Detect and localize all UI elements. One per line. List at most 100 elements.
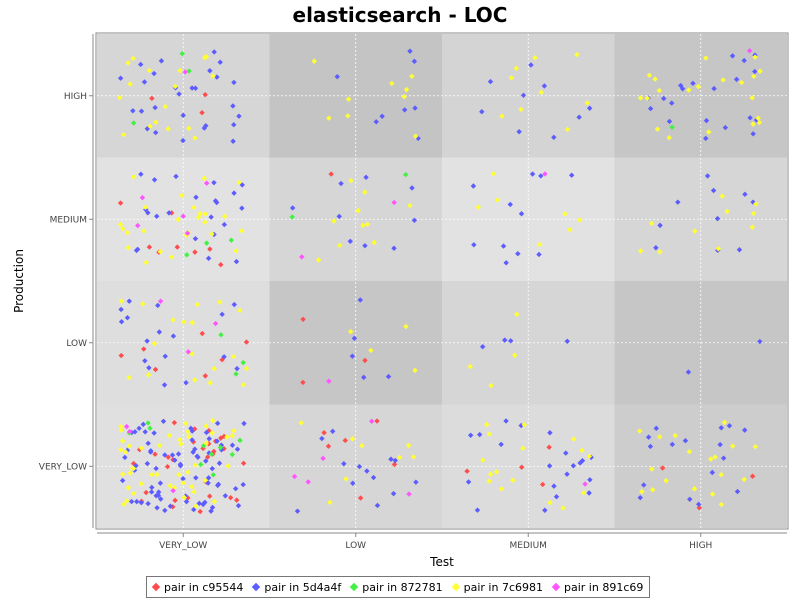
- point-pair-in-7c6981: [407, 202, 413, 209]
- point-pair-in-891c69: [185, 349, 192, 355]
- point-pair-in-5d4a4f: [647, 443, 654, 450]
- point-pair-in-7c6981: [224, 434, 230, 440]
- point-pair-in-5d4a4f: [162, 507, 168, 514]
- point-pair-in-5d4a4f: [364, 468, 370, 474]
- point-pair-in-7c6981: [652, 76, 658, 82]
- point-pair-in-5d4a4f: [362, 242, 368, 249]
- point-pair-in-5d4a4f: [390, 490, 397, 497]
- point-pair-in-5d4a4f: [576, 114, 582, 120]
- point-pair-in-5d4a4f: [718, 425, 724, 431]
- point-pair-in-7c6981: [331, 218, 337, 224]
- point-pair-in-7c6981: [237, 307, 243, 314]
- point-pair-in-5d4a4f: [714, 215, 721, 222]
- point-pair-in-7c6981: [298, 420, 304, 426]
- point-pair-in-5d4a4f: [568, 172, 575, 178]
- point-pair-in-5d4a4f: [153, 465, 159, 472]
- point-pair-in-7c6981: [225, 463, 231, 469]
- point-pair-in-7c6981: [644, 95, 651, 101]
- point-pair-in-5d4a4f: [637, 494, 643, 501]
- point-pair-in-891c69: [291, 473, 298, 480]
- point-pair-in-5d4a4f: [498, 441, 504, 448]
- point-pair-in-7c6981: [118, 298, 125, 304]
- point-pair-in-7c6981: [210, 417, 216, 424]
- point-pair-in-c95544: [540, 481, 546, 488]
- point-pair-in-7c6981: [125, 60, 131, 66]
- point-pair-in-5d4a4f: [205, 475, 212, 481]
- point-pair-in-7c6981: [130, 174, 137, 180]
- point-pair-in-5d4a4f: [685, 369, 692, 375]
- point-pair-in-5d4a4f: [191, 506, 197, 513]
- point-pair-in-c95544: [143, 489, 149, 496]
- y-axis: VERY_LOW LOW MEDIUM HIGH: [39, 34, 94, 528]
- point-pair-in-c95544: [141, 346, 147, 352]
- point-pair-in-7c6981: [405, 442, 412, 449]
- point-pair-in-5d4a4f: [319, 435, 325, 442]
- legend-item: pair in 891c69: [551, 581, 643, 594]
- point-pair-in-7c6981: [191, 204, 197, 211]
- point-pair-in-5d4a4f: [211, 179, 217, 186]
- point-pair-in-5d4a4f: [703, 135, 709, 142]
- point-pair-in-5d4a4f: [144, 460, 151, 467]
- point-pair-in-5d4a4f: [208, 214, 214, 220]
- point-pair-in-5d4a4f: [157, 496, 164, 502]
- point-pair-in-5d4a4f: [653, 245, 659, 251]
- point-pair-in-7c6981: [724, 208, 730, 215]
- point-pair-in-7c6981: [686, 448, 693, 455]
- point-pair-in-5d4a4f: [551, 134, 557, 141]
- point-pair-in-872781: [218, 332, 224, 338]
- point-pair-in-7c6981: [217, 299, 223, 305]
- point-pair-in-5d4a4f: [329, 428, 336, 434]
- point-pair-in-5d4a4f: [183, 498, 190, 505]
- point-pair-in-872781: [403, 171, 409, 178]
- plot-frame: [95, 32, 789, 530]
- point-pair-in-7c6981: [117, 94, 123, 101]
- point-pair-in-7c6981: [565, 126, 571, 133]
- point-pair-in-7c6981: [120, 131, 127, 138]
- point-pair-in-7c6981: [719, 193, 725, 199]
- point-pair-in-7c6981: [401, 93, 407, 100]
- point-pair-in-7c6981: [345, 113, 351, 119]
- point-pair-in-5d4a4f: [564, 471, 570, 477]
- point-pair-in-7c6981: [508, 75, 515, 81]
- point-pair-in-5d4a4f: [586, 490, 592, 496]
- point-pair-in-5d4a4f: [126, 298, 132, 304]
- point-pair-in-7c6981: [142, 204, 149, 210]
- point-pair-in-7c6981: [191, 489, 197, 495]
- point-pair-in-872781: [145, 420, 151, 426]
- point-pair-in-7c6981: [488, 382, 494, 389]
- point-pair-in-7c6981: [749, 224, 755, 230]
- point-pair-in-c95544: [202, 373, 209, 379]
- point-pair-in-5d4a4f: [192, 85, 199, 91]
- point-pair-in-891c69: [406, 491, 412, 497]
- point-pair-in-891c69: [320, 455, 326, 462]
- point-pair-in-5d4a4f: [391, 245, 397, 251]
- point-pair-in-7c6981: [520, 445, 526, 451]
- point-pair-in-5d4a4f: [231, 121, 237, 128]
- point-pair-in-5d4a4f: [720, 455, 727, 461]
- point-pair-in-5d4a4f: [538, 173, 544, 179]
- point-pair-in-5d4a4f: [696, 501, 702, 507]
- point-pair-in-7c6981: [229, 432, 235, 439]
- point-pair-in-5d4a4f: [134, 246, 141, 253]
- point-pair-in-7c6981: [130, 490, 137, 497]
- point-pair-in-c95544: [546, 444, 552, 450]
- point-pair-in-7c6981: [666, 135, 672, 141]
- point-pair-in-7c6981: [695, 83, 702, 90]
- point-pair-in-5d4a4f: [222, 493, 229, 499]
- point-pair-in-5d4a4f: [172, 457, 178, 463]
- point-pair-in-7c6981: [412, 133, 419, 139]
- point-pair-in-7c6981: [348, 328, 354, 335]
- point-pair-in-5d4a4f: [570, 463, 577, 469]
- point-pair-in-5d4a4f: [155, 489, 162, 495]
- point-pair-in-5d4a4f: [118, 318, 125, 325]
- point-pair-in-5d4a4f: [338, 180, 344, 187]
- point-pair-in-7c6981: [311, 58, 317, 64]
- point-pair-in-5d4a4f: [117, 75, 124, 81]
- point-pair-in-c95544: [118, 352, 124, 359]
- point-pair-in-872781: [208, 451, 215, 457]
- point-pair-in-7c6981: [156, 442, 163, 449]
- point-pair-in-872781: [179, 50, 185, 57]
- point-pair-in-5d4a4f: [206, 436, 212, 442]
- point-pair-in-7c6981: [186, 433, 192, 440]
- point-pair-in-5d4a4f: [155, 302, 161, 309]
